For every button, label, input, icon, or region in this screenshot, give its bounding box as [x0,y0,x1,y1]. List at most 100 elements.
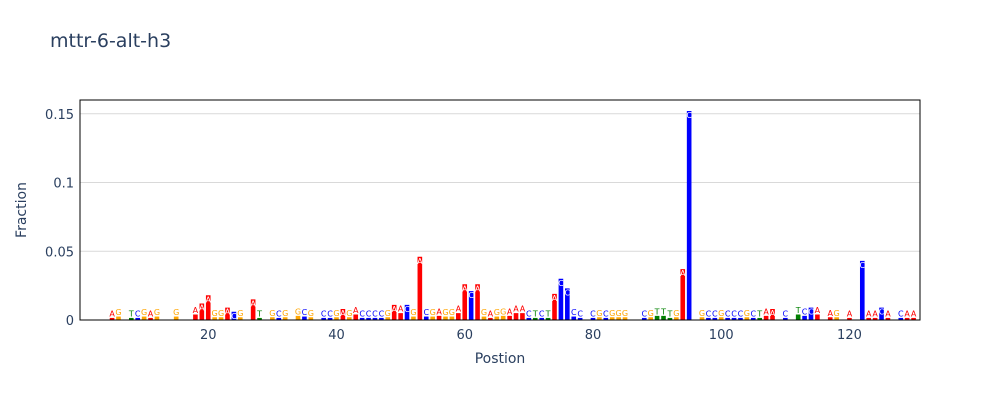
bar-base-label: G [295,307,301,316]
bar [802,315,807,320]
bar [577,317,583,320]
bar-base-label: G [494,308,500,317]
bar-base-label: C [366,309,372,318]
chart-title: mttr-6-alt-h3 [50,30,172,52]
bar-base-label: G [410,308,416,317]
bar-base-label: A [552,294,558,303]
bar [500,315,506,320]
bar-base-label: A [417,257,423,266]
bar [680,269,686,320]
bar-base-label: C [898,309,904,318]
bar [173,316,179,320]
bar [347,317,352,320]
bar [827,317,833,320]
bar [327,317,333,320]
bar [532,317,538,320]
bar [654,315,660,320]
bar [109,317,115,320]
axis-layer: 0 0.05 0.1 0.15 20 40 60 80 100 120 [45,108,862,343]
bar-base-label: A [475,284,481,293]
bar [686,111,692,320]
bar [353,314,359,320]
bar-base-label: C [571,308,577,317]
bar [276,317,282,320]
bar-base-label: A [763,307,769,316]
x-tick-label: 40 [328,328,345,343]
bar [334,317,339,320]
bar [795,314,801,320]
bar-base-label: C [641,309,647,318]
bar [231,311,237,320]
y-tick-label: 0.15 [45,108,74,123]
bar [116,316,121,320]
bar-base-label: C [808,308,814,317]
bar-base-label: C [750,309,756,318]
bar-base-label: C [738,309,744,318]
bar [879,307,884,320]
bar [225,307,230,320]
bar [520,313,525,320]
bar [808,307,814,320]
bar-base-label: A [353,306,359,315]
bar-base-label: C [379,309,385,318]
bar [603,317,609,320]
bar [712,317,718,320]
bar [622,317,628,320]
bar-base-label: G [141,308,147,317]
bar-base-label: A [391,305,397,314]
x-tick-label: 120 [837,328,862,343]
bar-layer: A G T C G A G G A AAG G A C GAT G C G G C G C C G A G A C C C C G A A C GA… [109,111,917,321]
bar [462,284,468,320]
bar-base-label: C [706,309,712,318]
bar-base-label: T [128,309,134,318]
bar [648,317,653,320]
bar [526,317,532,320]
bar-base-label: G [699,309,705,318]
bar-base-label: C [565,288,571,297]
bar [565,288,570,320]
y-axis-label: Fraction [14,182,30,238]
bar [379,317,384,320]
x-tick-label: 80 [585,328,602,343]
y-tick-label: 0 [66,314,74,329]
bar-base-label: A [885,309,891,318]
bar [359,317,365,320]
bar-base-label: G [115,308,121,317]
bar [783,317,788,320]
bar-base-label: A [340,309,346,318]
bar-base-label: T [256,309,262,318]
bar-base-label: G [481,308,487,317]
bar-base-label: C [731,309,737,318]
bar-base-label: A [250,299,256,308]
bar-base-label: A [847,309,853,318]
bar [443,316,448,320]
bar-base-label: C [802,307,808,316]
bar [507,315,512,320]
bar [321,317,326,320]
bar [257,317,262,320]
bar-base-label: A [911,309,917,318]
bar-base-label: G [648,309,654,318]
bar-base-label: A [193,306,199,315]
bar [250,299,256,320]
bar [270,317,275,320]
bar-base-label: A [866,309,872,318]
bar [847,317,852,320]
bar-base-label: G [154,308,160,317]
bar [763,315,769,320]
bar-base-label: C [859,261,865,270]
bar [513,313,519,320]
bar [404,304,410,320]
bar [597,317,602,320]
y-tick-label: 0.1 [53,177,74,192]
bar [212,317,217,320]
bar-base-label: T [660,307,666,316]
bar-base-label: G [333,309,339,318]
bar-base-label: T [654,307,660,316]
bar [770,309,775,320]
bar-base-label: C [302,308,308,317]
bar-base-label: A [206,295,212,304]
bar-base-label: T [545,309,551,318]
bar-base-label: C [135,309,141,318]
